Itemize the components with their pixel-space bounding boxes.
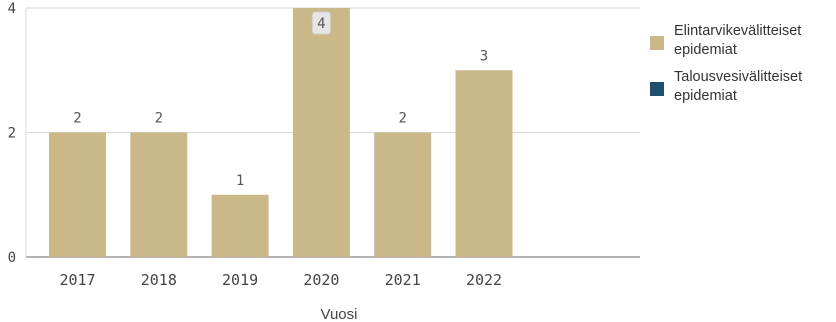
y-tick-labels: 0 2 4 [8, 1, 16, 266]
data-label: 4 [317, 16, 325, 32]
data-label: 2 [155, 111, 163, 127]
x-tick-label: 2017 [59, 271, 95, 289]
x-tick-labels: 2017 2018 2019 2020 2021 2022 [59, 271, 502, 289]
bar[interactable] [49, 132, 106, 258]
legend-label-water: Talousvesivälitteiset epidemiat [674, 69, 803, 104]
data-label: 3 [480, 48, 488, 64]
legend-swatch-food [650, 36, 664, 50]
bar[interactable] [455, 70, 513, 257]
data-label: 2 [73, 111, 81, 127]
bar[interactable] [211, 194, 269, 257]
x-tick-label: 2021 [385, 271, 421, 289]
y-tick-label: 4 [8, 1, 16, 17]
data-labels: 2 2 1 4 2 3 [73, 11, 488, 189]
x-tick-label: 2018 [141, 271, 177, 289]
y-tick-label: 2 [8, 126, 16, 142]
bar[interactable] [130, 132, 188, 258]
data-label: 2 [398, 111, 406, 127]
legend-item-water[interactable]: Talousvesivälitteiset epidemiat [650, 68, 836, 106]
x-axis-title: Vuosi [321, 306, 358, 322]
x-tick-label: 2020 [303, 271, 339, 289]
legend-swatch-water [650, 82, 664, 96]
legend: Elintarvikevälitteiset epidemiat Talousv… [650, 22, 836, 114]
x-tick-label: 2022 [466, 271, 502, 289]
x-tick-label: 2019 [222, 271, 258, 289]
data-label-badge [311, 11, 331, 35]
bars [49, 8, 513, 257]
bar[interactable] [292, 8, 350, 257]
legend-label-food: Elintarvikevälitteiset epidemiat [674, 23, 802, 58]
legend-item-food[interactable]: Elintarvikevälitteiset epidemiat [650, 22, 836, 60]
data-label: 1 [236, 173, 244, 189]
bar[interactable] [374, 132, 432, 258]
y-tick-label: 0 [8, 250, 16, 266]
